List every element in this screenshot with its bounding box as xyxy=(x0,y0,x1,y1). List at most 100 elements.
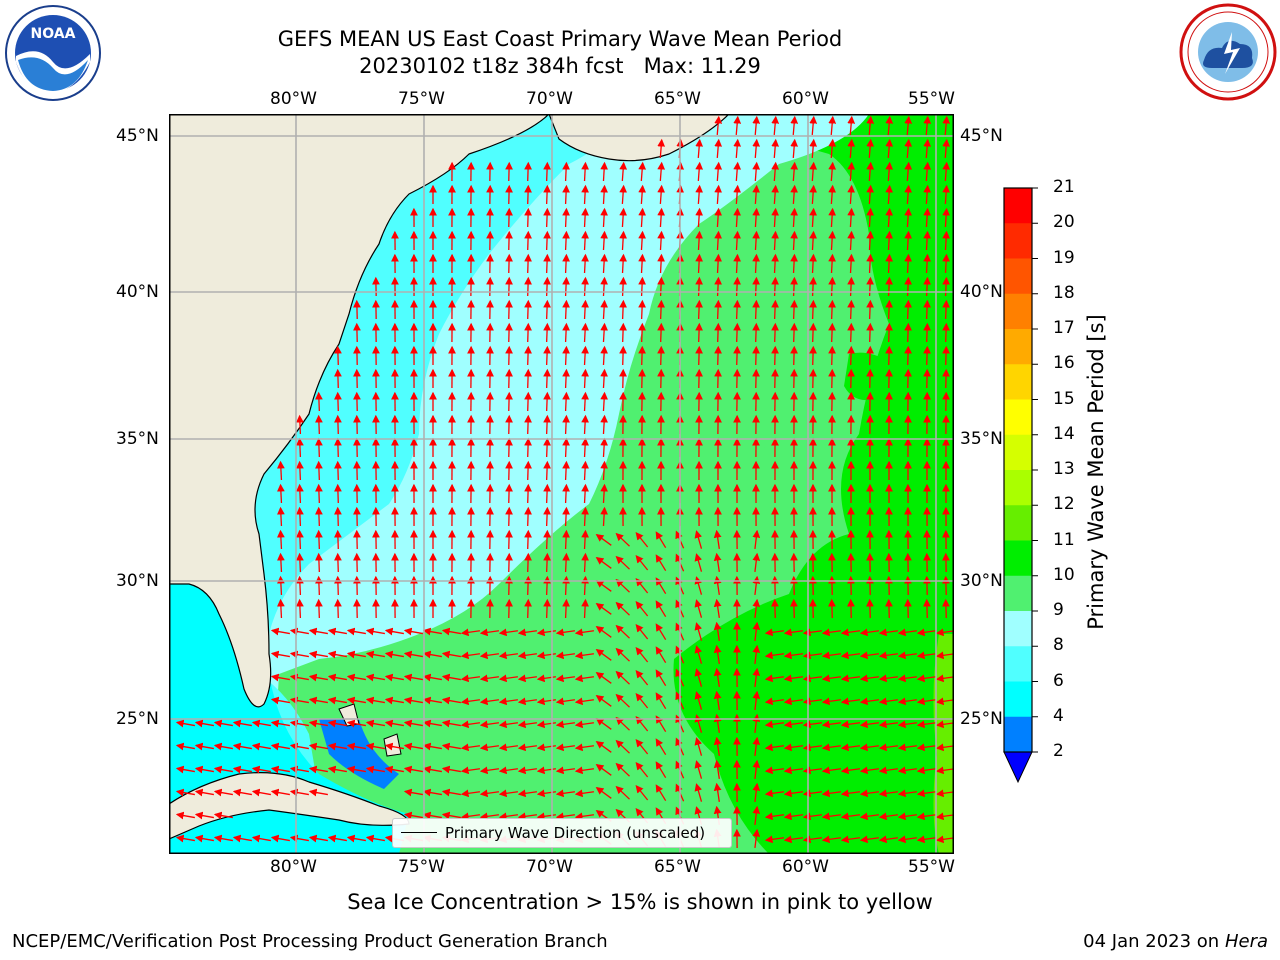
colorbar-segment xyxy=(1004,293,1032,330)
wave-direction-arrow xyxy=(783,812,804,821)
wave-direction-arrow xyxy=(441,696,461,705)
wave-direction-arrow xyxy=(885,598,893,619)
wave-direction-arrow xyxy=(771,598,779,619)
wave-direction-arrow xyxy=(213,742,233,751)
wave-direction-arrow xyxy=(897,674,918,683)
colorbar-segment xyxy=(1004,329,1032,365)
wave-direction-arrow xyxy=(460,766,481,775)
wave-direction-arrow xyxy=(289,696,309,705)
wave-direction-arrow xyxy=(809,598,817,619)
wave-direction-arrow xyxy=(498,651,519,660)
wave-direction-arrow xyxy=(562,230,571,251)
wave-direction-arrow xyxy=(524,437,532,458)
wave-direction-arrow xyxy=(733,230,742,251)
wave-direction-arrow xyxy=(213,834,233,843)
wave-direction-arrow xyxy=(270,696,290,705)
wave-direction-arrow xyxy=(942,115,951,136)
wave-direction-arrow xyxy=(543,184,551,205)
wave-direction-arrow xyxy=(935,697,954,706)
wave-direction-arrow xyxy=(916,812,937,821)
wave-direction-arrow xyxy=(655,623,667,641)
wave-direction-arrow xyxy=(764,651,785,660)
colorbar-segment xyxy=(1004,681,1032,718)
wave-direction-arrow xyxy=(562,345,571,366)
wave-direction-arrow xyxy=(479,720,500,729)
colorbar-tick-label: 21 xyxy=(1053,177,1075,197)
wave-direction-arrow xyxy=(543,253,551,274)
wave-direction-arrow xyxy=(657,276,666,297)
wave-direction-arrow xyxy=(904,161,913,182)
wave-direction-arrow xyxy=(536,651,557,660)
wave-direction-arrow xyxy=(790,138,799,159)
wave-direction-arrow xyxy=(536,789,557,798)
wave-direction-arrow xyxy=(175,834,195,843)
wave-direction-arrow xyxy=(752,115,761,136)
wave-direction-arrow xyxy=(498,789,519,798)
wave-direction-arrow xyxy=(562,575,571,596)
wave-direction-arrow xyxy=(615,739,630,754)
wave-direction-arrow xyxy=(866,598,874,619)
wave-direction-arrow xyxy=(460,651,481,660)
wave-direction-arrow xyxy=(821,766,842,775)
wave-direction-arrow xyxy=(384,719,404,728)
wave-direction-arrow xyxy=(847,138,856,159)
wave-direction-arrow xyxy=(365,696,385,705)
wave-direction-arrow xyxy=(657,253,666,274)
map-canvas xyxy=(169,114,954,854)
colorbar-tick-label: 6 xyxy=(1053,670,1064,691)
ocean-band xyxy=(589,114,819,674)
wave-direction-arrow xyxy=(289,673,309,682)
wave-direction-arrow xyxy=(713,644,722,664)
producer-credit: NCEP/EMC/Verification Post Processing Pr… xyxy=(12,931,608,952)
wave-direction-arrow xyxy=(802,766,823,775)
wave-direction-arrow xyxy=(935,674,954,683)
wave-direction-arrow xyxy=(334,552,342,573)
wave-direction-arrow xyxy=(771,230,780,251)
wave-direction-arrow xyxy=(897,835,918,844)
wave-direction-arrow xyxy=(828,138,837,159)
wave-direction-arrow xyxy=(942,253,951,274)
wave-direction-arrow xyxy=(315,437,323,458)
wave-direction-arrow xyxy=(615,555,630,570)
wave-direction-arrow xyxy=(790,207,799,228)
title-line-1: GEFS MEAN US East Coast Primary Wave Mea… xyxy=(277,27,843,51)
wave-direction-arrow xyxy=(635,554,649,571)
wave-direction-arrow xyxy=(847,299,855,320)
svg-text:NOAA: NOAA xyxy=(31,26,76,42)
wave-direction-arrow xyxy=(600,322,609,343)
wave-direction-arrow xyxy=(232,742,252,751)
wave-direction-arrow xyxy=(615,532,630,547)
wave-direction-arrow xyxy=(733,138,742,159)
wave-direction-arrow xyxy=(783,628,804,637)
wave-direction-arrow xyxy=(713,529,722,549)
wave-direction-arrow xyxy=(657,138,666,159)
wave-direction-arrow xyxy=(334,575,342,596)
wave-direction-arrow xyxy=(498,674,519,683)
wave-direction-arrow xyxy=(295,529,304,550)
colorbar-segment xyxy=(1004,258,1032,295)
wave-direction-arrow xyxy=(289,627,309,636)
wave-direction-arrow xyxy=(524,276,532,297)
wave-direction-arrow xyxy=(897,720,918,729)
wave-direction-arrow xyxy=(524,299,532,320)
colorbar-segment xyxy=(1004,716,1032,753)
wave-direction-arrow xyxy=(694,645,703,664)
wave-direction-arrow xyxy=(295,460,304,481)
wave-direction-arrow xyxy=(752,736,761,757)
wave-direction-arrow xyxy=(595,763,612,776)
wave-direction-arrow xyxy=(942,299,950,320)
wave-direction-arrow xyxy=(904,322,912,343)
generation-date: 04 Jan 2023 on Hera xyxy=(1083,931,1268,952)
wave-direction-arrow xyxy=(194,834,214,843)
wave-direction-arrow xyxy=(498,812,519,821)
wave-direction-arrow xyxy=(790,184,799,205)
wave-direction-arrow xyxy=(783,743,804,752)
wave-direction-arrow xyxy=(403,650,423,659)
wave-direction-arrow xyxy=(517,812,538,821)
wave-direction-arrow xyxy=(828,299,836,320)
wave-direction-arrow xyxy=(714,345,722,366)
wave-direction-arrow xyxy=(885,184,894,205)
wave-direction-arrow xyxy=(657,322,665,343)
colorbar-tick-label: 14 xyxy=(1053,423,1075,444)
wave-direction-arrow xyxy=(479,651,500,660)
